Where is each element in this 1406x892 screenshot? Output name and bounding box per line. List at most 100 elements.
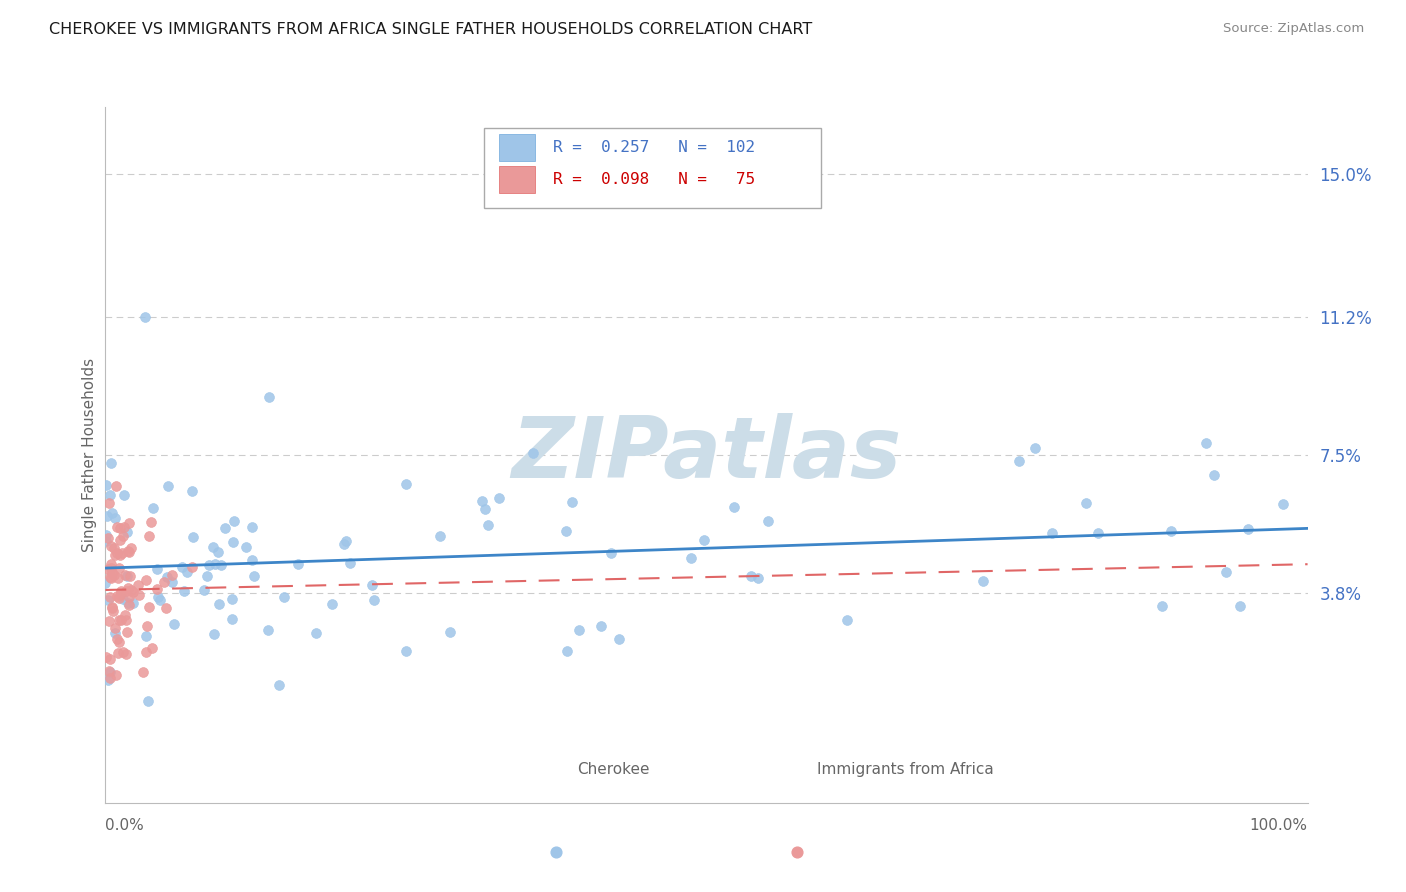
Point [335,534,357,549]
Y-axis label: Single Father Households: Single Father Households [82,358,97,552]
Point [1152,599,1174,613]
FancyBboxPatch shape [484,128,821,208]
Point [160,574,183,589]
Point [172,560,194,574]
Point [105,546,128,560]
Point [97,562,120,576]
Point [132,665,155,679]
Point [105,667,128,681]
Point [138,600,160,615]
FancyBboxPatch shape [499,166,534,193]
Point [115,584,138,599]
Point [153,574,176,589]
Point [112,488,135,502]
Point [112,645,135,659]
Point [360,578,382,592]
Point [108,613,131,627]
Point [117,581,139,595]
Point [108,521,131,535]
Point [135,619,157,633]
Point [120,541,142,555]
Point [104,511,127,525]
Point [122,595,145,609]
Point [111,591,134,606]
Point [94,576,117,591]
Point [138,529,160,543]
Point [1271,497,1294,511]
Point [222,515,245,529]
Point [104,626,127,640]
Point [204,557,226,571]
Point [118,598,141,612]
Point [471,493,494,508]
Point [1087,526,1109,541]
Point [180,484,202,499]
Point [103,541,125,555]
Point [600,546,623,560]
Point [105,632,128,646]
Point [110,613,132,627]
Text: R =  0.257   N =  102: R = 0.257 N = 102 [553,140,755,155]
Point [97,664,120,678]
Point [155,570,177,584]
Point [972,574,994,588]
Text: Source: ZipAtlas.com: Source: ZipAtlas.com [1223,22,1364,36]
Point [1160,524,1182,538]
Point [321,597,343,611]
Point [118,591,141,605]
Point [135,573,157,587]
Point [561,495,583,509]
Point [141,516,163,530]
Point [107,589,129,603]
Point [1215,566,1237,580]
Point [100,558,122,572]
Point [305,625,328,640]
Point [146,582,169,596]
Point [568,623,591,637]
Point [101,601,124,615]
Point [269,678,291,692]
Point [107,646,129,660]
Point [193,582,215,597]
Point [105,519,128,533]
Point [1204,468,1226,483]
Point [104,479,127,493]
Point [1024,441,1046,455]
Point [94,533,117,548]
Point [198,558,221,572]
Point [96,593,118,607]
Point [235,540,257,554]
Point [474,501,496,516]
Text: 100.0%: 100.0% [1250,818,1308,833]
Point [740,569,762,583]
Point [1237,522,1260,536]
Point [127,577,149,591]
Point [97,673,120,687]
Point [103,621,125,635]
Point [100,599,122,614]
Point [429,529,451,543]
Point [195,569,218,583]
Point [110,584,132,599]
Point [173,583,195,598]
Point [115,624,138,639]
Point [555,524,578,539]
Point [555,644,578,658]
Point [156,479,179,493]
Point [115,648,138,662]
Point [118,516,141,531]
Point [160,568,183,582]
Point [257,390,280,404]
Point [134,310,156,324]
Point [103,567,125,582]
Point [121,585,143,599]
Point [135,644,157,658]
Point [146,562,169,576]
Point [679,550,702,565]
Point [142,501,165,516]
Point [155,601,177,615]
Point [98,665,121,679]
Point [242,569,264,583]
Point [256,623,278,637]
Point [98,590,121,604]
